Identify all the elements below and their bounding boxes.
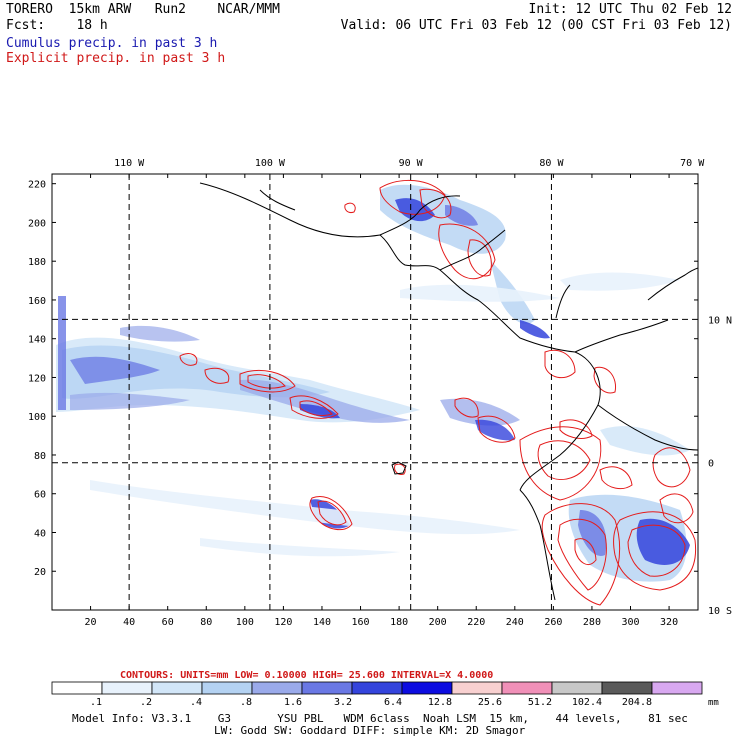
x-tick-label: 20 — [85, 617, 97, 628]
footer-physics-info: LW: Godd SW: Goddard DIFF: simple KM: 2D… — [214, 724, 526, 737]
colorbar-swatch — [201, 681, 253, 695]
colorbar-label: 204.8 — [622, 697, 652, 708]
x-tick-label: 260 — [544, 617, 562, 628]
header-init-time: Init: 12 UTC Thu 02 Feb 12 — [528, 2, 733, 17]
y-tick-label: 100 — [28, 412, 46, 423]
x-tick-label: 120 — [274, 617, 292, 628]
colorbar-swatch — [101, 681, 153, 695]
colorbar-label: .2 — [140, 697, 152, 708]
colorbar-units: mm — [708, 698, 719, 708]
y-tick-label: 40 — [34, 528, 46, 539]
colorbar-swatch — [401, 681, 453, 695]
colorbar-swatch — [501, 681, 553, 695]
colorbar-swatch — [551, 681, 603, 695]
latitude-labels: 10 N 0 10 S — [708, 315, 732, 617]
explicit-precip-contours — [179, 179, 697, 606]
x-tick-label: 80 — [200, 617, 212, 628]
x-tick-label: 60 — [162, 617, 174, 628]
y-tick-label: 140 — [28, 335, 46, 346]
colorbar-swatch — [301, 681, 353, 695]
header-valid-time: Valid: 06 UTC Fri 03 Feb 12 (00 CST Fri … — [340, 18, 732, 33]
latitude-label: 10 S — [708, 606, 732, 617]
colorbar-label: 6.4 — [384, 697, 402, 708]
colorbar-label: 25.6 — [478, 697, 502, 708]
x-tick-label: 240 — [506, 617, 524, 628]
colorbar-swatch — [151, 681, 203, 695]
colorbar-swatch — [251, 681, 303, 695]
header-forecast-hour: Fcst: 18 h — [6, 18, 108, 33]
y-tick-label: 60 — [34, 490, 46, 501]
contour-info: CONTOURS: UNITS=mm LOW= 0.10000 HIGH= 25… — [120, 670, 493, 681]
longitude-labels: 110 W 100 W 90 W 80 W 70 W — [114, 158, 705, 169]
field-label-cumulus: Cumulus precip. in past 3 h — [6, 36, 218, 51]
longitude-label: 90 W — [399, 158, 424, 169]
colorbar-swatch — [51, 681, 103, 695]
colorbar: .1 .2 .4 .8 1.6 3.2 6.4 12.8 25.6 51.2 102.4 204.8 m… — [51, 681, 719, 708]
colorbar-label: 51.2 — [528, 697, 552, 708]
footer-model-info: Model Info: V3.3.1 G3 YSU PBL WDM 6class… — [72, 712, 688, 725]
coastlines — [199, 182, 698, 601]
longitude-label: 110 W — [114, 158, 145, 169]
y-tick-label: 120 — [28, 373, 46, 384]
colorbar-label: 1.6 — [284, 697, 302, 708]
x-tick-label: 40 — [123, 617, 135, 628]
latitude-label: 0 — [708, 459, 714, 470]
y-tick-label: 160 — [28, 296, 46, 307]
x-tick-label: 320 — [660, 617, 678, 628]
header-title: TORERO 15km ARW Run2 NCAR/MMM — [6, 2, 280, 17]
colorbar-label: 102.4 — [572, 697, 602, 708]
x-tick-label: 100 — [236, 617, 254, 628]
longitude-label: 80 W — [539, 158, 564, 169]
x-axis: 20 40 60 80 100 120 140 160 180 200 220 240 260 280 30… — [85, 174, 678, 628]
latitude-label: 10 N — [708, 315, 732, 326]
colorbar-swatch — [601, 681, 653, 695]
field-label-explicit: Explicit precip. in past 3 h — [6, 51, 226, 66]
x-tick-label: 180 — [390, 617, 408, 628]
x-tick-label: 280 — [583, 617, 601, 628]
plot-frame — [51, 173, 699, 611]
colorbar-swatch — [651, 681, 703, 695]
y-tick-label: 200 — [28, 218, 46, 229]
colorbar-swatch — [351, 681, 403, 695]
lat-lon-gridlines — [52, 174, 698, 610]
colorbar-label: .1 — [90, 697, 102, 708]
x-tick-label: 160 — [352, 617, 370, 628]
cumulus-precip-fill — [56, 184, 690, 582]
longitude-label: 100 W — [255, 158, 286, 169]
x-tick-label: 220 — [467, 617, 485, 628]
y-axis: 20 40 60 80 100 120 140 160 180 200 220 — [28, 180, 698, 578]
x-tick-label: 140 — [313, 617, 331, 628]
colorbar-label: 3.2 — [334, 697, 352, 708]
x-tick-label: 300 — [621, 617, 639, 628]
colorbar-label: 12.8 — [428, 697, 452, 708]
y-tick-label: 80 — [34, 451, 46, 462]
y-tick-label: 20 — [34, 567, 46, 578]
colorbar-label: .8 — [240, 697, 252, 708]
longitude-label: 70 W — [680, 158, 705, 169]
y-tick-label: 220 — [28, 180, 46, 191]
colorbar-label: .4 — [190, 697, 202, 708]
y-tick-label: 180 — [28, 257, 46, 268]
colorbar-swatch — [451, 681, 503, 695]
x-tick-label: 200 — [429, 617, 447, 628]
